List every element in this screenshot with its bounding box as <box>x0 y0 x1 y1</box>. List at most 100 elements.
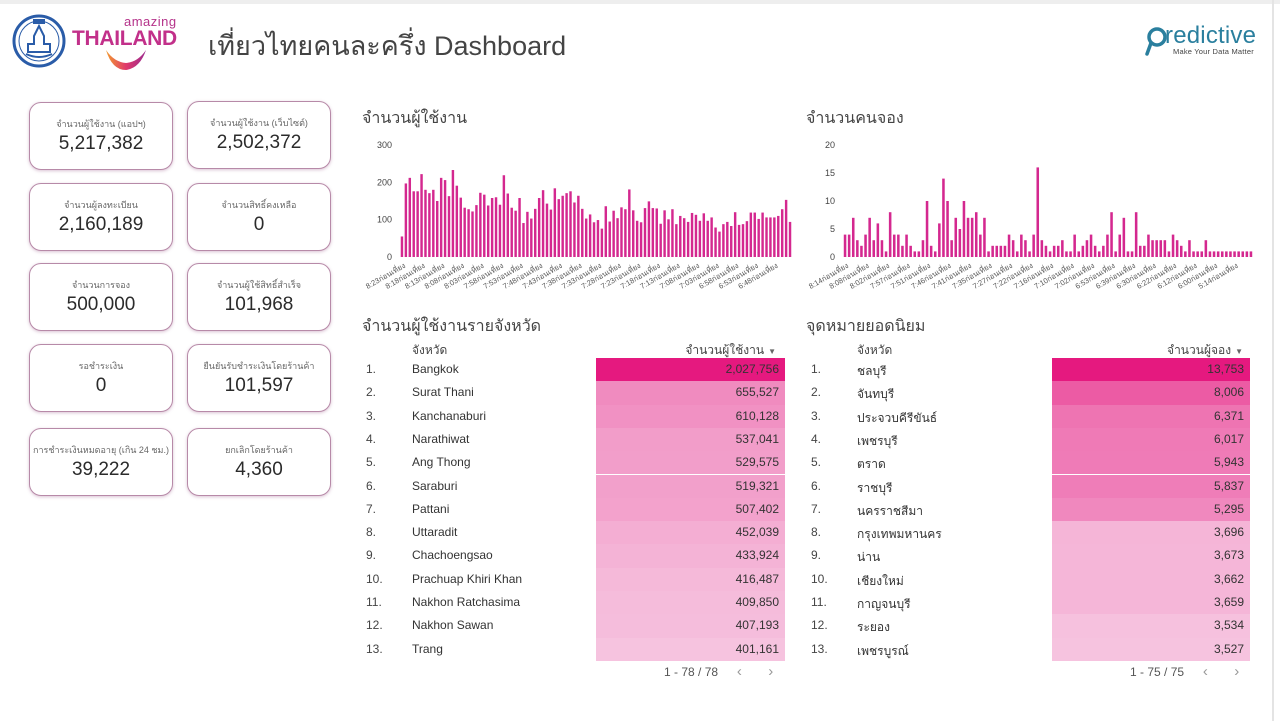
bar <box>925 201 929 257</box>
table-row[interactable]: 5. ตราด 5,943 <box>803 451 1255 475</box>
bar <box>1147 234 1150 257</box>
popular-destinations-pagination: 1 - 75 / 75 ‹ › <box>1130 663 1247 680</box>
bar <box>1077 251 1081 257</box>
table-row[interactable]: 3. ประจวบคีรีขันธ์ 6,371 <box>803 404 1255 428</box>
bar <box>624 209 627 257</box>
table-row[interactable]: 10. เชียงใหม่ 3,662 <box>803 567 1255 591</box>
row-index: 13. <box>366 641 383 656</box>
table-row[interactable]: 8. กรุงเทพมหานคร 3,696 <box>803 521 1255 545</box>
y-tick-label: 15 <box>825 168 835 178</box>
bar <box>439 177 443 257</box>
row-value: 3,673 <box>1213 548 1244 563</box>
table-row[interactable]: 6. Saraburi 519,321 <box>358 474 790 498</box>
row-index: 3. <box>366 408 377 423</box>
column-header-users-label: จำนวนผู้ใช้งาน <box>685 343 765 357</box>
y-tick-label: 300 <box>377 140 392 150</box>
prev-page-icon[interactable]: ‹ <box>1202 663 1208 680</box>
table-row[interactable]: 13. เพชรบูรณ์ 3,527 <box>803 637 1255 661</box>
bar <box>730 226 733 257</box>
province-name: เพชรบูรณ์ <box>857 643 909 658</box>
bar <box>498 204 502 257</box>
bar <box>851 217 855 257</box>
bar <box>604 206 608 257</box>
bar <box>530 218 533 257</box>
bar <box>1155 240 1158 257</box>
table-row[interactable]: 12. ระยอง 3,534 <box>803 614 1255 638</box>
bar <box>1151 240 1154 257</box>
column-header-bookers[interactable]: จำนวนผู้จอง ▼ <box>1167 341 1243 360</box>
table-row[interactable]: 8. Uttaradit 452,039 <box>358 521 790 545</box>
users-chart-title: จำนวนผู้ใช้งาน <box>362 110 467 127</box>
bar <box>647 201 651 257</box>
bar <box>428 193 431 257</box>
bar <box>581 208 584 257</box>
table-row[interactable]: 7. Pattani 507,402 <box>358 497 790 522</box>
bar <box>1163 240 1167 257</box>
table-row[interactable]: 9. น่าน 3,673 <box>803 544 1255 568</box>
row-index: 12. <box>366 618 383 633</box>
row-value: 407,193 <box>735 618 779 633</box>
table-row[interactable]: 3. Kanchanaburi 610,128 <box>358 404 790 428</box>
bar <box>483 194 486 257</box>
table-row[interactable]: 10. Prachuap Khiri Khan 416,487 <box>358 567 790 591</box>
bar <box>722 224 725 257</box>
sort-desc-icon[interactable]: ▼ <box>768 347 776 356</box>
bar <box>917 251 921 257</box>
bar <box>942 178 945 257</box>
heatmap-cell: 3,527 <box>1052 637 1250 661</box>
column-header-users[interactable]: จำนวนผู้ใช้งาน ▼ <box>685 341 776 360</box>
row-index: 4. <box>811 431 822 446</box>
province-name: Ang Thong <box>412 455 471 470</box>
row-value: 519,321 <box>735 478 779 493</box>
bar <box>1204 240 1208 257</box>
bar <box>1233 251 1236 257</box>
bar <box>954 217 958 257</box>
province-users-pagination: 1 - 78 / 78 ‹ › <box>664 663 781 680</box>
bar <box>737 224 741 257</box>
table-row[interactable]: 5. Ang Thong 529,575 <box>358 451 790 475</box>
bar <box>679 215 682 257</box>
table-row[interactable]: 1. ชลบุรี 13,753 <box>803 358 1255 382</box>
table-row[interactable]: 4. เพชรบุรี 6,017 <box>803 427 1255 452</box>
bar <box>726 221 729 257</box>
row-value: 416,487 <box>735 571 779 586</box>
bar <box>479 192 482 257</box>
next-page-icon[interactable]: › <box>1234 663 1240 680</box>
row-value: 5,837 <box>1213 478 1244 493</box>
province-name: Prachuap Khiri Khan <box>412 571 523 586</box>
bar <box>1130 251 1134 257</box>
row-index: 7. <box>811 501 822 516</box>
bar <box>557 199 560 257</box>
bar <box>686 221 690 257</box>
table-row[interactable]: 6. ราชบุรี 5,837 <box>803 474 1255 498</box>
bar <box>888 212 892 257</box>
table-row[interactable]: 2. Surat Thani 655,527 <box>358 381 790 405</box>
table-row[interactable]: 2. จันทบุรี 8,006 <box>803 381 1255 405</box>
table-row[interactable]: 12. Nakhon Sawan 407,193 <box>358 614 790 638</box>
prev-page-icon[interactable]: ‹ <box>736 663 742 680</box>
bar <box>632 210 635 257</box>
row-index: 5. <box>366 455 377 470</box>
table-row[interactable]: 11. กาญจนบุรี 3,659 <box>803 591 1255 615</box>
bar <box>655 208 658 257</box>
bar <box>970 217 974 257</box>
bar <box>1229 251 1232 257</box>
table-row[interactable]: 9. Chachoengsao 433,924 <box>358 544 790 568</box>
row-value: 3,696 <box>1213 525 1244 540</box>
table-row[interactable]: 7. นครราชสีมา 5,295 <box>803 497 1255 522</box>
table-row[interactable]: 1. Bangkok 2,027,756 <box>358 358 790 382</box>
bar <box>628 189 631 257</box>
table-row[interactable]: 4. Narathiwat 537,041 <box>358 427 790 452</box>
kpi-card-successful-users: จำนวนผู้ใช้สิทธิ์สำเร็จ 101,968 <box>187 263 331 331</box>
table-row[interactable]: 13. Trang 401,161 <box>358 637 790 661</box>
sort-desc-icon[interactable]: ▼ <box>1235 347 1243 356</box>
bar <box>494 197 498 257</box>
bar <box>600 228 604 257</box>
bar <box>1138 245 1142 257</box>
bar <box>1143 245 1146 257</box>
bar <box>1126 251 1130 257</box>
table-row[interactable]: 11. Nakhon Ratchasima 409,850 <box>358 591 790 615</box>
bar <box>432 189 435 257</box>
predictive-logo: redictive Make Your Data Matter <box>1145 22 1265 60</box>
next-page-icon[interactable]: › <box>768 663 774 680</box>
